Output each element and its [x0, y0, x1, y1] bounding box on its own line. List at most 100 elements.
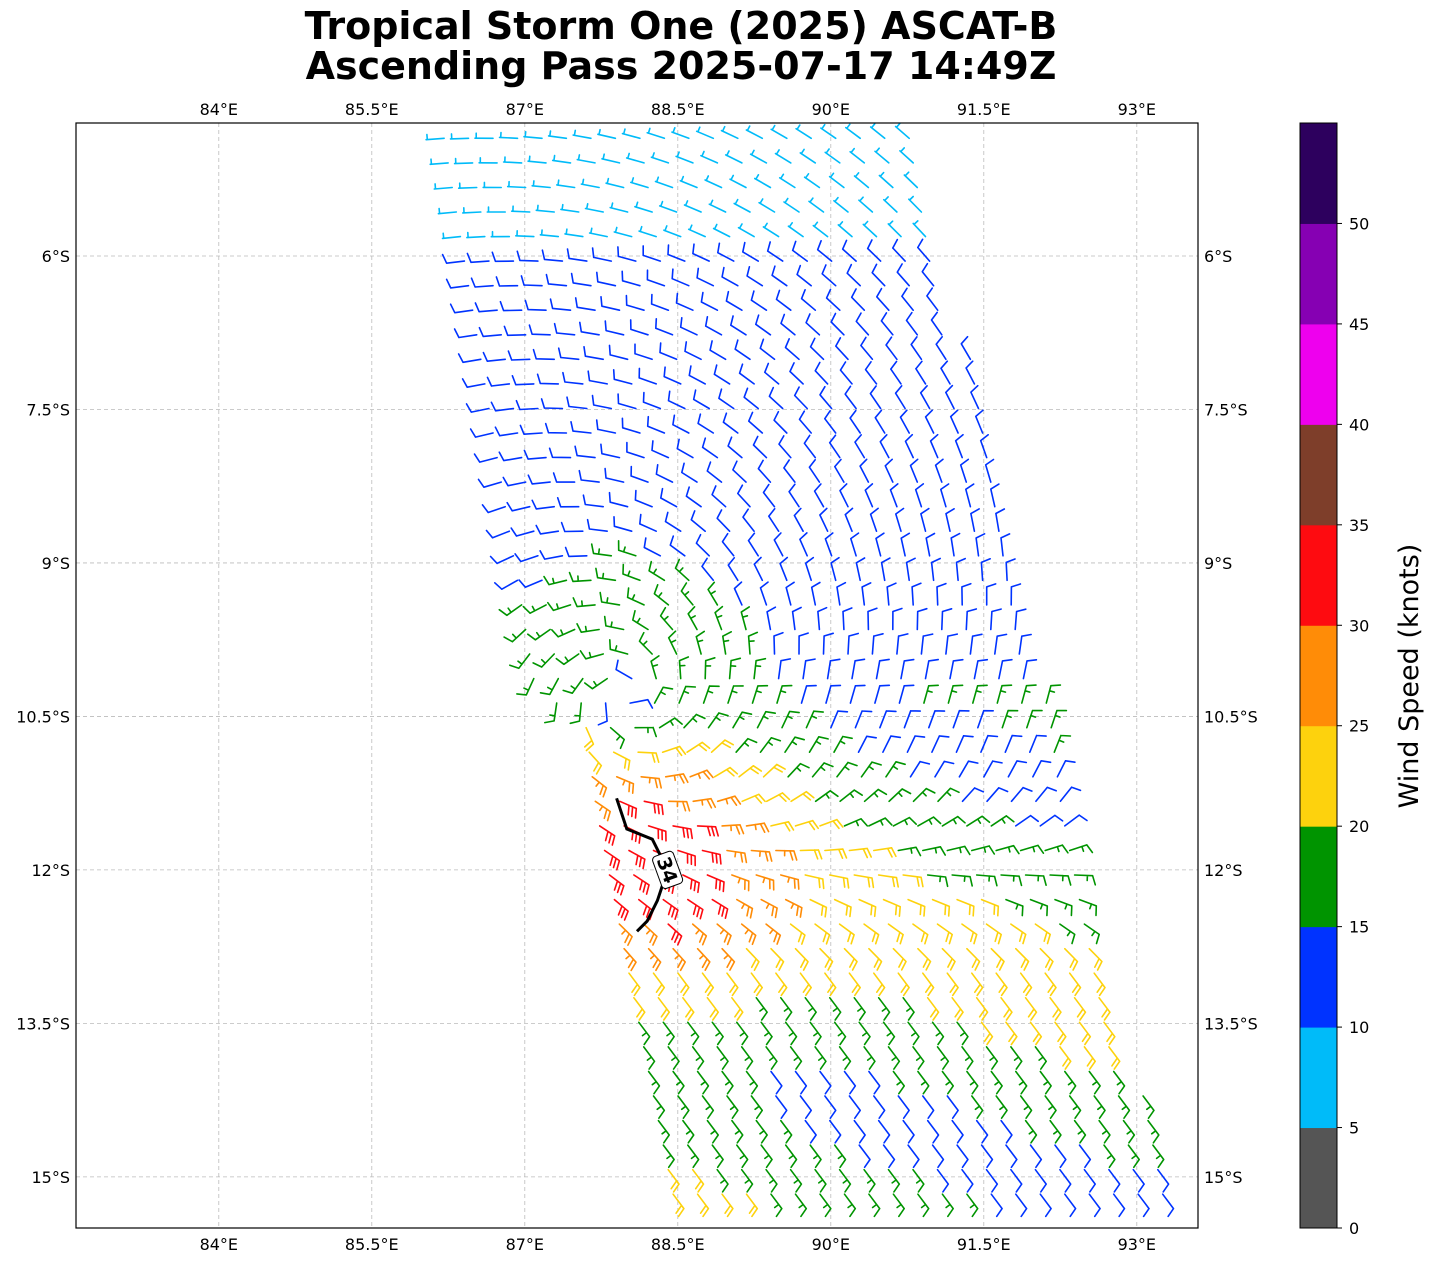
wind-barb: [562, 677, 584, 694]
wind-barb: [858, 1021, 871, 1046]
wind-barb: [817, 606, 828, 631]
colorbar-tick-label: 5: [1349, 1119, 1359, 1138]
wind-barb: [941, 1193, 954, 1218]
wind-barb: [873, 1095, 886, 1119]
wind-barb: [920, 633, 934, 655]
chart-title: Tropical Storm One (2025) ASCAT-B: [304, 4, 1058, 48]
wind-barb: [634, 343, 653, 361]
wind-barb: [700, 150, 719, 164]
wind-barb: [956, 898, 975, 917]
wind-barb: [990, 608, 1002, 631]
wind-barb: [1022, 659, 1038, 680]
wind-barb: [971, 972, 984, 997]
wind-barb: [816, 240, 833, 262]
wind-barb: [701, 437, 719, 459]
wind-barb: [804, 874, 825, 890]
wind-barb: [821, 264, 837, 287]
wind-barb: [824, 148, 841, 164]
wind-barb: [597, 128, 617, 140]
wind-barb: [613, 226, 633, 238]
wind-barb: [1073, 1119, 1087, 1144]
wind-barb: [587, 370, 608, 385]
colorbar-bin: [1300, 223, 1337, 325]
wind-barb: [1068, 1095, 1082, 1119]
wind-barb: [706, 461, 723, 483]
wind-barb: [732, 460, 747, 483]
chart-subtitle: Ascending Pass 2025-07-17 14:49Z: [305, 44, 1057, 88]
wind-barb: [1005, 558, 1016, 582]
wind-barb: [794, 947, 809, 971]
wind-barb: [800, 684, 817, 704]
wind-barb: [684, 341, 702, 361]
wind-barb: [843, 1070, 857, 1095]
wind-barb: [539, 229, 560, 238]
wind-barb: [478, 326, 502, 338]
colorbar-tick-label: 10: [1349, 1018, 1369, 1037]
wind-barb: [774, 149, 792, 164]
wind-barb: [809, 337, 825, 361]
wind-barb: [672, 1193, 685, 1218]
wind-barb: [543, 575, 568, 586]
wind-barb: [757, 459, 772, 483]
wind-barb: [830, 312, 845, 336]
wind-barb: [802, 658, 816, 680]
wind-barb: [486, 376, 511, 387]
wind-barb: [934, 458, 944, 483]
wind-barb: [630, 177, 649, 189]
wind-barb: [830, 710, 849, 729]
wind-barb: [1045, 684, 1062, 704]
wind-barb: [638, 1021, 651, 1046]
wind-barb: [1010, 786, 1033, 803]
wind-barb: [858, 1144, 871, 1169]
wind-barb: [921, 262, 935, 287]
wind-barb: [1088, 1193, 1101, 1218]
wind-barb: [547, 130, 568, 140]
y-tick-label-right: 10.5°S: [1204, 707, 1258, 726]
wind-barb: [814, 923, 831, 945]
wind-barb: [721, 824, 745, 835]
colorbar-tick-label: 20: [1349, 817, 1369, 836]
y-tick-label-left: 13.5°S: [16, 1014, 70, 1033]
wind-barb: [667, 1046, 680, 1070]
wind-barb: [638, 367, 657, 385]
wind-barb: [770, 1193, 783, 1218]
wind-barb: [904, 433, 914, 459]
wind-barb: [736, 1144, 749, 1169]
wind-barb: [819, 507, 829, 532]
wind-barb: [564, 546, 588, 558]
wind-barb: [527, 155, 547, 164]
wind-barb: [936, 1046, 950, 1070]
wind-barb: [775, 849, 798, 861]
wind-barb: [621, 270, 641, 287]
wind-barb: [966, 815, 991, 827]
wind-barb: [747, 532, 759, 557]
wind-barb: [990, 947, 1005, 971]
wind-barb: [813, 483, 825, 508]
wind-barb: [702, 685, 720, 704]
plot-frame: [75, 122, 1199, 1229]
wind-barb: [477, 478, 502, 488]
wind-barb: [1039, 1193, 1052, 1218]
wind-barb: [748, 411, 764, 434]
wind-barb: [1083, 923, 1100, 945]
wind-barb: [789, 362, 804, 385]
wind-barb: [833, 735, 853, 753]
wind-barb: [843, 818, 869, 827]
wind-barb: [671, 127, 690, 140]
y-tick-label-left: 9°S: [42, 554, 70, 573]
wind-barb: [931, 1144, 945, 1169]
wind-barb: [551, 628, 576, 638]
colorbar-tick-label: 40: [1349, 415, 1369, 434]
wind-barb: [604, 320, 625, 336]
wind-barb: [1029, 734, 1047, 753]
wind-barb: [1064, 1193, 1077, 1218]
wind-barb: [849, 409, 861, 434]
wind-barb: [716, 923, 732, 946]
wind-barb: [1010, 583, 1022, 606]
wind-barb: [595, 419, 617, 434]
wind-barb: [568, 571, 592, 583]
wind-barb: [716, 1168, 729, 1193]
wind-barb: [1142, 1095, 1155, 1119]
wind-barb: [731, 997, 744, 1021]
wind-barb: [584, 677, 608, 690]
